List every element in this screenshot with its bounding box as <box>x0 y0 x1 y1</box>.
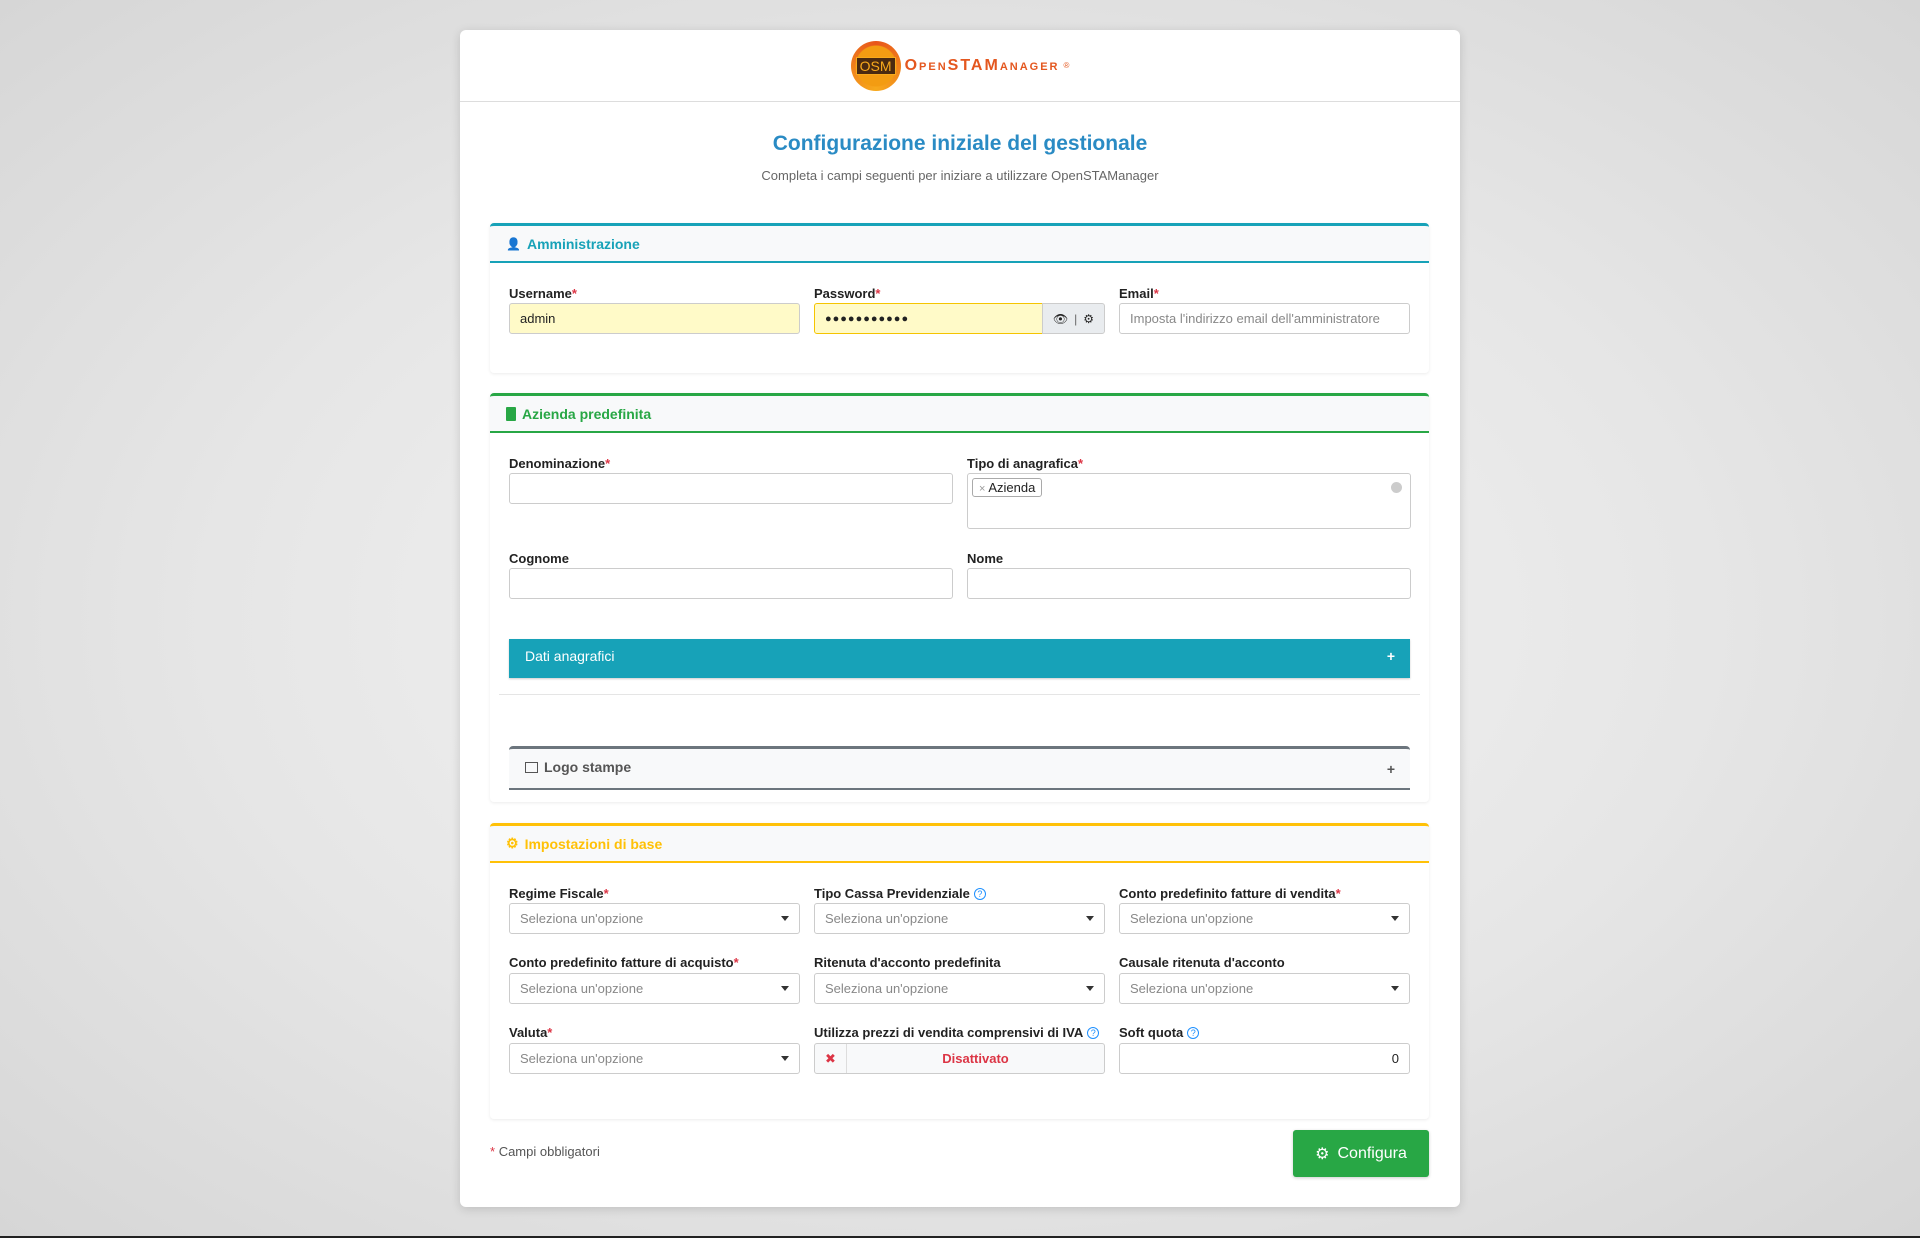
cognome-input[interactable] <box>509 568 953 599</box>
cognome-label: Cognome <box>509 551 569 566</box>
azienda-panel: Azienda predefinita Denominazione* Tipo … <box>490 393 1429 802</box>
prezzi-iva-label: Utilizza prezzi di vendita comprensivi d… <box>814 1025 1100 1040</box>
caret-down-icon <box>1086 916 1094 921</box>
toggle-state: Disattivato <box>942 1051 1009 1066</box>
page-title: Configurazione iniziale del gestionale <box>772 132 1148 155</box>
valuta-select[interactable]: Seleziona un'opzione <box>509 1043 800 1074</box>
expand-plus-icon: + <box>1386 761 1395 777</box>
caret-down-icon <box>781 1056 789 1061</box>
ritenuta-select[interactable]: Seleziona un'opzione <box>814 973 1105 1004</box>
logo-stampe-toggle[interactable]: Logo stampe + <box>509 746 1410 790</box>
cassa-select[interactable]: Seleziona un'opzione <box>814 903 1105 934</box>
denominazione-input[interactable] <box>509 473 953 504</box>
admin-title: Amministrazione <box>526 235 640 252</box>
building-icon <box>506 406 516 421</box>
cogs-icon: ⚙ <box>506 835 519 851</box>
regime-select[interactable]: Seleziona un'opzione <box>509 903 800 934</box>
cassa-label: Tipo Cassa Previdenziale? <box>814 886 986 901</box>
caret-down-icon <box>1391 986 1399 991</box>
nome-label: Nome <box>967 551 1004 566</box>
expand-plus-icon: + <box>1386 648 1395 664</box>
logo-gear-icon: OSM <box>850 40 901 91</box>
causale-select[interactable]: Seleziona un'opzione <box>1119 973 1410 1004</box>
bottom-edge <box>0 1236 1920 1238</box>
password-addon: 👁 | ⚙ <box>1042 303 1105 334</box>
regime-label: Regime Fiscale* <box>509 886 609 901</box>
username-input[interactable]: admin <box>509 303 800 334</box>
x-icon: ✖ <box>815 1044 847 1073</box>
soft-quota-input[interactable]: 0 <box>1119 1043 1410 1074</box>
nome-input[interactable] <box>967 568 1411 599</box>
caret-down-icon <box>1391 916 1399 921</box>
caret-down-icon <box>781 986 789 991</box>
conto-vendita-label: Conto predefinito fatture di vendita* <box>1119 886 1341 901</box>
azienda-panel-header: Azienda predefinita <box>490 393 1429 433</box>
logo: OSM OpenSTAManager ® <box>850 40 1070 91</box>
tipo-anagrafica-label: Tipo di anagrafica* <box>967 456 1084 471</box>
tag-remove-icon[interactable]: × <box>979 483 986 495</box>
prezzi-iva-toggle[interactable]: ✖ Disattivato <box>814 1043 1105 1074</box>
admin-panel: 👤 Amministrazione Username* admin Passwor… <box>490 223 1429 373</box>
impostazioni-title: Impostazioni di base <box>524 835 663 852</box>
dati-anagrafici-toggle[interactable]: Dati anagrafici + <box>509 639 1410 678</box>
conto-vendita-select[interactable]: Seleziona un'opzione <box>1119 903 1410 934</box>
tag-azienda: × Azienda <box>972 478 1043 497</box>
help-icon[interactable]: ? <box>1187 1027 1200 1039</box>
required-note: * Campi obbligatori <box>490 1144 600 1159</box>
caret-down-icon <box>1086 986 1094 991</box>
admin-panel-header: 👤 Amministrazione <box>490 223 1429 263</box>
azienda-title: Azienda predefinita <box>522 405 652 422</box>
logo-reg: ® <box>1063 61 1070 70</box>
generate-password-gear-icon[interactable]: ⚙ <box>1083 311 1095 326</box>
impostazioni-panel-header: ⚙ Impostazioni di base <box>490 823 1429 863</box>
show-password-eye-icon[interactable]: 👁 <box>1052 311 1069 326</box>
user-icon: 👤 <box>506 236 521 251</box>
setup-card: OSM OpenSTAManager ® Configurazione inizi… <box>460 30 1460 1207</box>
ritenuta-label: Ritenuta d'acconto predefinita <box>814 955 1001 970</box>
logo-badge: OSM <box>855 56 896 75</box>
soft-quota-label: Soft quota? <box>1119 1025 1200 1040</box>
email-label: Email* <box>1119 286 1159 301</box>
card-header: OSM OpenSTAManager ® <box>460 30 1460 102</box>
logo-text: OpenSTAManager <box>904 56 1060 74</box>
help-icon[interactable]: ? <box>1087 1027 1100 1039</box>
password-label: Password* <box>814 286 881 301</box>
causale-label: Causale ritenuta d'acconto <box>1119 955 1285 970</box>
page-subtitle: Completa i campi seguenti per iniziare a… <box>761 168 1159 183</box>
username-label: Username* <box>509 286 577 301</box>
conto-acquisto-label: Conto predefinito fatture di acquisto* <box>509 955 739 970</box>
password-input[interactable]: ●●●●●●●●●●● <box>814 303 1043 334</box>
gear-icon: ⚙ <box>1315 1145 1330 1163</box>
impostazioni-panel: ⚙ Impostazioni di base Regime Fiscale* Se… <box>490 823 1429 1119</box>
conto-acquisto-select[interactable]: Seleziona un'opzione <box>509 973 800 1004</box>
help-icon[interactable]: ? <box>973 888 986 900</box>
divider <box>499 694 1420 695</box>
clear-selection-icon[interactable] <box>1391 482 1402 493</box>
caret-down-icon <box>781 916 789 921</box>
tipo-anagrafica-select[interactable]: × Azienda <box>967 473 1411 529</box>
configura-button[interactable]: ⚙ Configura <box>1293 1130 1429 1177</box>
valuta-label: Valuta* <box>509 1025 553 1040</box>
image-icon <box>525 762 538 773</box>
email-input[interactable]: Imposta l'indirizzo email dell'amministr… <box>1119 303 1410 334</box>
denominazione-label: Denominazione* <box>509 456 611 471</box>
